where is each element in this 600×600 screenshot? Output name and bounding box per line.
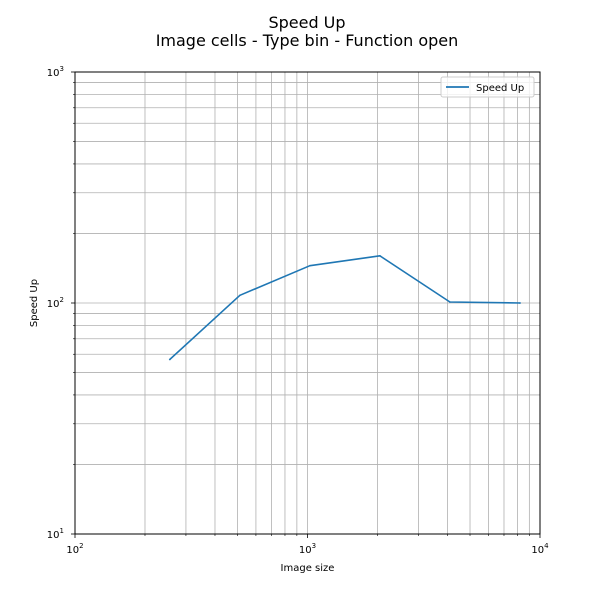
series-layer [168,255,521,361]
data-point [379,255,381,257]
chart-title-line: Speed Up [268,13,346,32]
grid-lines [74,72,540,535]
data-point [449,301,451,303]
data-point [169,358,171,361]
data-point [239,294,241,297]
y-tick-label: 103 [47,65,64,79]
data-point [519,302,521,304]
legend-series-label: Speed Up [476,83,524,94]
x-tick-label: 102 [66,542,83,556]
chart-subtitle-line: Image cells - Type bin - Function open [155,31,459,50]
legend-box [440,76,535,98]
series-line [168,255,521,361]
x-tick-label: 104 [531,542,549,556]
legend: Speed Up [440,76,535,98]
y-tick-label: 102 [47,296,64,310]
y-axis-label: Speed Up [29,279,40,327]
data-point [309,264,311,267]
x-tick-label: 103 [299,542,316,556]
x-axis-label: Image size [281,563,335,574]
y-tick-label: 101 [47,527,64,541]
chart-title: Speed Up Image cells - Type bin - Functi… [0,14,600,50]
